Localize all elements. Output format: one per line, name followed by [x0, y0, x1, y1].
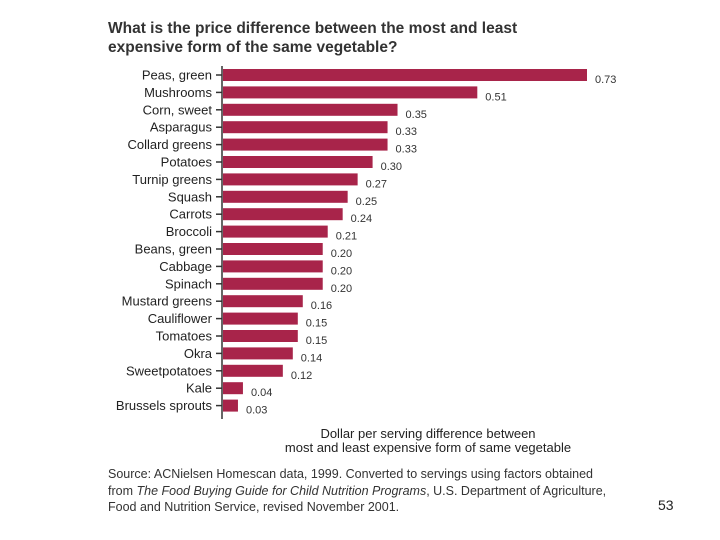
- bar: [223, 121, 388, 134]
- value-label: 0.12: [291, 370, 312, 382]
- category-label: Squash: [168, 189, 212, 204]
- value-label: 0.16: [311, 300, 332, 312]
- value-label: 0.27: [366, 178, 387, 190]
- value-label: 0.20: [331, 265, 352, 277]
- bar: [223, 225, 328, 238]
- category-label: Brussels sprouts: [116, 398, 213, 413]
- category-label: Okra: [184, 346, 213, 361]
- bars-group: Peas, green 0.73 Mushrooms 0.51 Corn, sweet 0…: [116, 68, 617, 417]
- value-label: 0.24: [351, 213, 372, 225]
- value-label: 0.33: [396, 144, 417, 156]
- bar: [223, 382, 243, 395]
- value-label: 0.20: [331, 248, 352, 260]
- value-label: 0.14: [301, 352, 322, 364]
- value-label: 0.15: [306, 318, 327, 330]
- category-label: Corn, sweet: [143, 102, 213, 117]
- source-line-3: Food and Nutrition Service, revised Nove…: [108, 500, 400, 514]
- category-label: Collard greens: [127, 137, 212, 152]
- bar: [223, 138, 388, 151]
- value-label: 0.35: [406, 109, 427, 121]
- value-label: 0.30: [381, 161, 402, 173]
- x-axis-title-line-1: Dollar per serving difference between: [320, 426, 535, 441]
- chart-title-line-2: expensive form of the same vegetable?: [108, 39, 398, 56]
- bar: [223, 103, 398, 116]
- category-label: Beans, green: [135, 242, 212, 257]
- category-label: Mustard greens: [122, 294, 213, 309]
- source-note: Source: ACNielsen Homescan data, 1999. C…: [108, 466, 628, 516]
- category-label: Cabbage: [159, 259, 212, 274]
- value-label: 0.33: [396, 126, 417, 138]
- category-label: Peas, green: [142, 68, 212, 83]
- x-axis-title-line-2: most and least expensive form of same ve…: [285, 440, 571, 455]
- category-label: Asparagus: [150, 120, 213, 135]
- category-label: Sweetpotatoes: [126, 363, 213, 378]
- bar: [223, 260, 323, 273]
- value-label: 0.04: [251, 387, 272, 399]
- category-label: Cauliflower: [148, 311, 213, 326]
- value-label: 0.15: [306, 335, 327, 347]
- bar: [223, 190, 348, 203]
- category-label: Turnip greens: [132, 172, 212, 187]
- value-label: 0.03: [246, 405, 267, 417]
- value-label: 0.51: [485, 91, 506, 103]
- category-label: Carrots: [169, 207, 212, 222]
- bar: [223, 277, 323, 290]
- page-number: 53: [658, 497, 674, 513]
- bar: [223, 330, 298, 342]
- category-label: Potatoes: [161, 155, 213, 170]
- source-line-2: from The Food Buying Guide for Child Nut…: [108, 483, 607, 498]
- bar: [223, 312, 298, 325]
- chart-title-line-1: What is the price difference between the…: [108, 20, 518, 37]
- bar: [223, 347, 293, 360]
- bar: [223, 173, 358, 186]
- bar: [223, 156, 373, 168]
- source-line-1: Source: ACNielsen Homescan data, 1999. C…: [108, 467, 593, 481]
- value-label: 0.20: [331, 283, 352, 295]
- category-label: Mushrooms: [144, 85, 212, 100]
- bar: [223, 86, 478, 99]
- category-label: Tomatoes: [156, 329, 213, 344]
- bar: [223, 69, 587, 81]
- category-label: Broccoli: [166, 224, 212, 239]
- bar: [223, 399, 238, 412]
- bar: [223, 243, 323, 255]
- category-label: Kale: [186, 381, 212, 396]
- value-label: 0.73: [595, 74, 616, 86]
- category-label: Spinach: [165, 276, 212, 291]
- bar: [223, 295, 303, 308]
- bar: [223, 364, 283, 377]
- bar: [223, 208, 343, 221]
- value-label: 0.25: [356, 196, 377, 208]
- value-label: 0.21: [336, 231, 357, 243]
